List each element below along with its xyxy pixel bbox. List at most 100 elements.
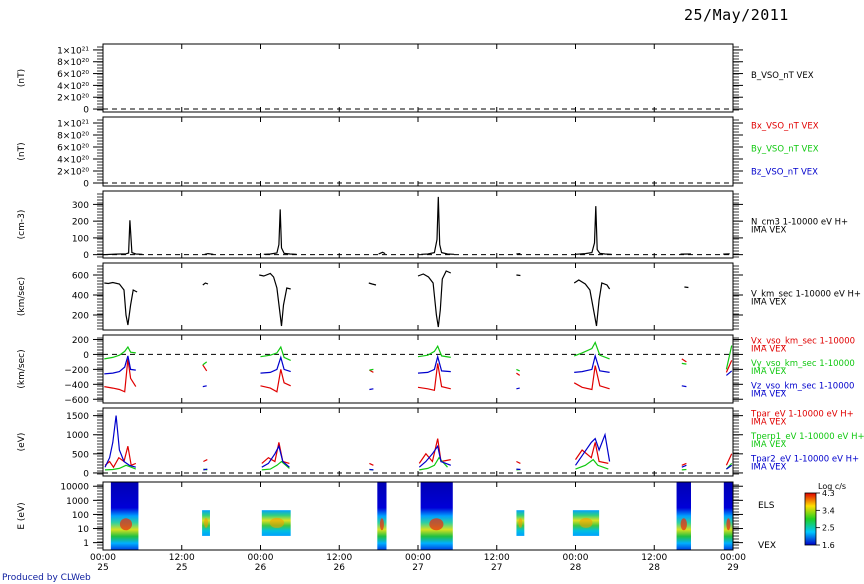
series-line (259, 272, 291, 327)
series-line (681, 464, 687, 468)
panel-frame (102, 407, 734, 477)
series-line (573, 279, 611, 327)
spectrogram-block (377, 482, 387, 550)
series-line (263, 209, 297, 255)
panel-frame (102, 190, 734, 259)
series-line (417, 344, 451, 358)
spectrogram-peak (119, 518, 133, 531)
y-tick-label: 6×10²⁰ (57, 144, 89, 154)
panel-frame (102, 43, 734, 113)
y-tick-label: 0 (83, 106, 89, 116)
series-line (575, 432, 611, 466)
time-tick-label: 00:00 (248, 553, 274, 563)
y-tick-label: 10 (78, 525, 90, 535)
series-line (417, 354, 451, 374)
y-axis-label: (km/sec) (17, 277, 27, 316)
spectrogram-block (110, 482, 139, 550)
y-tick-label: 6×10²⁰ (57, 70, 89, 80)
series-line (516, 387, 520, 390)
spectrogram-peak (518, 517, 523, 528)
panel-frame (102, 481, 734, 551)
y-tick-label: 1000 (66, 431, 89, 441)
series-line (418, 444, 452, 468)
series-line (368, 282, 377, 286)
series-label: B_VSO_nT VEX (751, 71, 814, 81)
day-tick-label: 25 (176, 563, 187, 573)
y-tick-label: 200 (72, 312, 89, 322)
plot-date: 25/May/2011 (684, 6, 789, 24)
y-tick-label: 400 (72, 292, 89, 302)
spectrogram-peak (429, 518, 444, 531)
colorbar-tick-label: 3.4 (822, 506, 835, 515)
series-line (202, 364, 208, 372)
y-axis-label: (eV) (17, 433, 27, 452)
spectrogram-peak (269, 517, 285, 528)
y-tick-label: −200 (64, 366, 89, 376)
series-line (725, 360, 733, 373)
panel-1: 1×10²¹ 8×10²⁰ 6×10²⁰ 4×10²⁰ 2×10²⁰ 0 (nT) B_VSO… (17, 43, 814, 116)
series-label: Bz_VSO_nT VEX (751, 168, 818, 178)
series-sublabel: IMA VEX (751, 417, 787, 427)
y-tick-label: 0 (83, 469, 89, 479)
y-tick-label: 4×10²⁰ (57, 156, 89, 166)
series-line (261, 460, 290, 471)
series-label: Vy_vso_km_sec 1-10000 (751, 359, 855, 369)
y-tick-label: 8×10²⁰ (57, 58, 89, 68)
y-tick-label: 300 (72, 201, 89, 211)
series-line (417, 363, 451, 392)
series-line (104, 355, 136, 375)
spectrogram-block (676, 482, 691, 550)
series-sublabel: IMA VEX (751, 463, 787, 473)
panel-3: 300 200 100 0 (cm-3) N_cm3 1-10000 eV H+IMA V… (17, 190, 848, 261)
series-label: Vx_vso_km_sec 1-10000 (751, 336, 855, 346)
panel-frame (102, 334, 734, 404)
series-line (725, 453, 733, 466)
day-tick-label: 27 (412, 563, 423, 573)
panel-7: 10000 1000 100 10 1 E (eV) ELS VEX Log c/s4.3 3.4… (17, 481, 846, 551)
series-sublabel: IMA VEX (751, 390, 787, 400)
series-label: Tperp1_eV 1-10000 eV H+ (750, 432, 864, 442)
series-line (260, 369, 291, 393)
series-line (369, 462, 374, 466)
panel-2: 1×10²¹ 8×10²⁰ 6×10²⁰ 4×10²⁰ 2×10²⁰ 0 (nT) Bx_VS… (17, 116, 819, 190)
spectrogram-peak (579, 517, 593, 528)
spectrogram-block (420, 482, 453, 550)
series-line (681, 362, 687, 365)
spectrogram-peak (379, 518, 384, 531)
series-line (681, 358, 687, 363)
series-line (203, 459, 208, 463)
series-line (203, 468, 208, 471)
y-tick-label: 1500 (66, 412, 89, 422)
series-line (202, 282, 209, 286)
series-label: Tpar2_eV 1-10000 eV H+ (750, 455, 859, 465)
colorbar-title: Log c/s (818, 482, 846, 491)
series-line (681, 385, 687, 388)
series-sublabel: IMA VEX (751, 367, 787, 377)
series-line (516, 372, 521, 376)
series-line (202, 361, 208, 366)
colorbar (804, 492, 817, 546)
colorbar-tick-label: 2.5 (822, 524, 835, 533)
time-tick-label: 12:00 (641, 553, 667, 563)
series-line (104, 281, 138, 326)
series-line (573, 365, 610, 391)
series-line (516, 368, 520, 372)
instrument-label: ELS (758, 501, 775, 511)
y-axis-label: (cm-3) (17, 210, 27, 240)
series-label: Tpar_eV 1-10000 eV H+ (750, 409, 854, 419)
series-line (684, 286, 689, 289)
series-line (104, 464, 137, 471)
colorbar-tick-label: 4.3 (822, 489, 835, 498)
y-tick-label: 2×10²⁰ (57, 168, 89, 178)
series-line (260, 355, 291, 374)
spectrogram-block (723, 482, 733, 550)
series-sublabel: IMA VEX (751, 440, 787, 450)
time-tick-label: 12:00 (326, 553, 352, 563)
y-tick-label: 1×10²¹ (57, 120, 89, 130)
series-sublabel: IMA VEX (751, 226, 787, 236)
